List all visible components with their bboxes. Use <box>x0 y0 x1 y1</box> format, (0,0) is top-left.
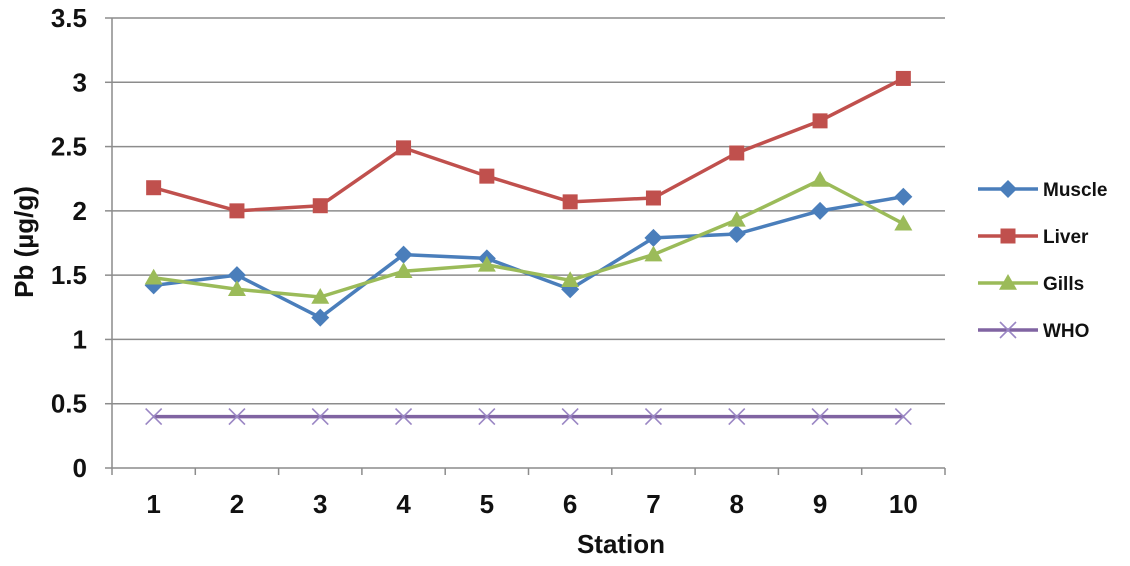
point-who-8-stroke-b <box>728 408 746 426</box>
series-gills <box>144 171 913 304</box>
y-tick-label-4: 2 <box>73 196 87 226</box>
point-who-7-stroke-b <box>644 408 663 426</box>
point-who-6-stroke-b <box>561 408 579 426</box>
point-gills-4 <box>394 262 413 279</box>
point-gills-8 <box>727 210 746 227</box>
point-liver-10 <box>895 70 911 86</box>
axes: 0 0.5 1 1.5 2 2.5 3 3.5 1 2 3 4 5 6 7 8 9 10 <box>51 3 946 519</box>
legend: Muscle Liver Gills WHO <box>978 180 1107 342</box>
point-liver-4 <box>396 140 412 156</box>
legend-item-who: WHO <box>978 321 1089 342</box>
point-liver-2 <box>229 203 245 219</box>
series-liver <box>146 70 911 219</box>
series-line-muscle <box>153 194 904 320</box>
point-muscle-7 <box>644 228 663 247</box>
point-gills-2 <box>227 280 246 297</box>
legend-item-liver: Liver <box>978 227 1089 248</box>
point-muscle-4 <box>394 245 413 264</box>
point-who-7 <box>644 408 663 426</box>
point-who-1 <box>145 408 163 426</box>
point-who-8 <box>728 408 746 426</box>
x-tick-label-9: 10 <box>889 489 918 519</box>
point-who-10-stroke-b <box>894 408 912 426</box>
legend-marker-muscle <box>999 180 1017 198</box>
point-who-4 <box>394 408 413 426</box>
point-gills-3 <box>311 288 330 304</box>
point-gills-9 <box>811 171 830 187</box>
legend-item-gills: Gills <box>978 274 1084 295</box>
x-tick-label-6: 7 <box>646 489 660 519</box>
legend-label-muscle: Muscle <box>1043 180 1107 201</box>
point-liver-3 <box>312 198 328 214</box>
y-tick-label-5: 2.5 <box>51 132 87 162</box>
point-who-10 <box>894 408 912 426</box>
point-muscle-3 <box>311 308 330 327</box>
point-gills-7 <box>644 245 663 262</box>
x-tick-label-2: 3 <box>313 489 327 519</box>
point-who-9 <box>811 408 829 426</box>
point-who-1-stroke-b <box>145 408 163 426</box>
point-liver-1 <box>146 180 162 196</box>
series-line-gills <box>153 178 905 299</box>
point-liver-5 <box>479 168 495 184</box>
legend-label-who: WHO <box>1043 321 1089 342</box>
x-tick-label-1: 2 <box>230 489 244 519</box>
x-tick-label-3: 4 <box>396 489 411 519</box>
point-who-4-stroke-b <box>394 408 413 426</box>
point-who-3-stroke-b <box>311 408 329 426</box>
point-who-5-stroke-b <box>478 408 496 426</box>
x-tick-label-0: 1 <box>146 489 160 519</box>
point-liver-9 <box>812 113 828 129</box>
point-who-9-stroke-b <box>811 408 829 426</box>
x-axis-title: Station <box>577 529 665 559</box>
point-muscle-2 <box>227 266 246 285</box>
legend-label-gills: Gills <box>1043 274 1084 295</box>
point-who-5 <box>478 408 496 426</box>
point-muscle-10 <box>894 187 913 206</box>
point-who-2-stroke-b <box>228 408 246 426</box>
point-liver-6 <box>562 194 578 210</box>
series-line-liver <box>153 76 905 213</box>
legend-marker-liver <box>1000 228 1016 244</box>
point-who-6 <box>561 408 579 426</box>
legend-item-muscle: Muscle <box>978 180 1107 201</box>
point-muscle-9 <box>811 201 830 220</box>
point-gills-5 <box>477 255 496 272</box>
point-liver-7 <box>645 190 661 206</box>
point-gills-6 <box>561 271 580 288</box>
point-who-2 <box>228 408 246 426</box>
legend-marker-who-stroke-b <box>999 321 1017 339</box>
y-tick-label-1: 0.5 <box>51 389 87 419</box>
y-tick-label-0: 0 <box>73 453 87 483</box>
legend-label-liver: Liver <box>1043 227 1089 248</box>
y-axis-title: Pb (µg/g) <box>9 186 39 298</box>
legend-marker-gills <box>999 274 1017 290</box>
point-gills-10 <box>894 214 913 231</box>
y-tick-label-7: 3.5 <box>51 3 87 33</box>
series-group <box>144 70 913 426</box>
legend-marker-who <box>999 321 1017 339</box>
series-who <box>145 408 912 426</box>
x-tick-label-7: 8 <box>730 489 744 519</box>
x-tick-label-4: 5 <box>480 489 494 519</box>
point-liver-8 <box>729 145 745 161</box>
y-tick-label-2: 1 <box>73 324 87 354</box>
y-tick-label-3: 1.5 <box>51 260 87 290</box>
x-tick-label-5: 6 <box>563 489 577 519</box>
point-who-3 <box>311 408 329 426</box>
y-tick-label-6: 3 <box>73 67 87 97</box>
x-tick-label-8: 9 <box>813 489 827 519</box>
point-gills-1 <box>144 268 163 285</box>
point-muscle-8 <box>727 225 746 243</box>
